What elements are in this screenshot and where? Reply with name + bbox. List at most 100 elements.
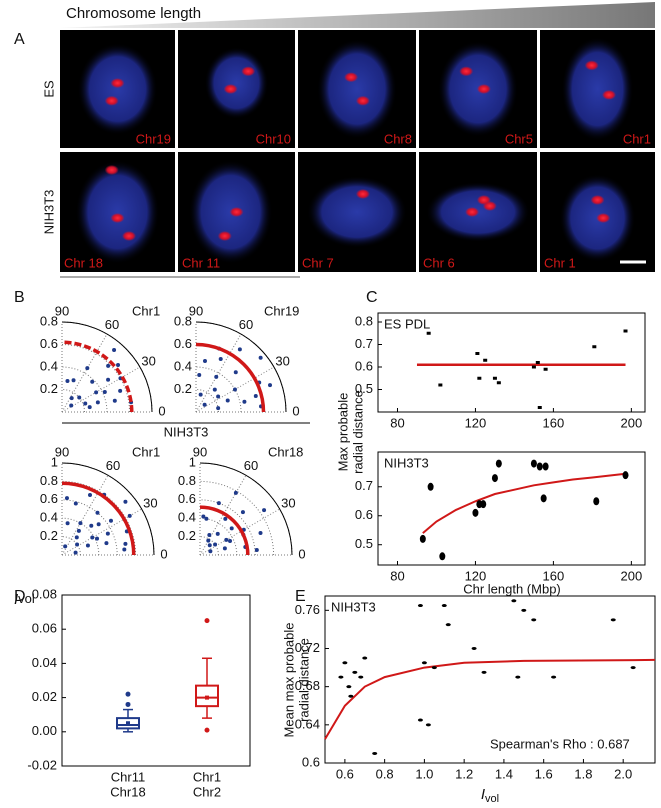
point: [77, 395, 82, 400]
plot-title: Chr1: [132, 303, 160, 318]
point: [213, 542, 218, 547]
r-tick-label: 0.4: [40, 358, 58, 373]
point: [471, 646, 477, 650]
y-tick-label: 0.04: [32, 655, 57, 670]
fit-line: [324, 658, 656, 740]
plot-title: Chr19: [264, 303, 299, 318]
fit-line: [422, 472, 626, 534]
grid-arc: [61, 499, 118, 556]
point: [536, 462, 543, 471]
point: [83, 401, 88, 406]
point: [214, 374, 219, 379]
y-axis-label: Mean max probable: [281, 623, 296, 738]
y-tick-label: 0.6: [355, 358, 373, 373]
outlier: [125, 691, 131, 697]
angle-tick-label: 0: [160, 546, 167, 561]
point: [472, 508, 479, 517]
x-tick-label: 160: [543, 415, 565, 430]
plot-title: Chr18: [268, 444, 303, 459]
r-tick-label: 0.4: [40, 510, 58, 525]
x-tick-label: 120: [465, 415, 487, 430]
point: [112, 398, 117, 403]
grid-arc: [61, 389, 85, 413]
y-tick-label: 0.6: [302, 754, 320, 769]
x-tick-label: 120: [465, 568, 487, 583]
point: [496, 381, 501, 385]
fish-spot: [590, 195, 605, 205]
point: [511, 599, 517, 603]
point: [372, 751, 378, 755]
y-axis-label: Max probable: [335, 393, 350, 472]
x-tick-label: Chr18: [110, 784, 145, 799]
fish-spot: [355, 95, 370, 106]
y-tick-label: 0.7: [355, 478, 373, 493]
point: [116, 362, 121, 367]
grid-arc: [195, 321, 287, 413]
annotation: NIH3T3: [384, 455, 429, 470]
panel-letter: A: [14, 31, 25, 48]
point: [543, 367, 548, 371]
nucleus: [317, 39, 397, 139]
x-axis-label: Ivol: [481, 786, 499, 805]
fish-spot: [110, 78, 125, 89]
point: [229, 526, 234, 531]
row-label: NIH3T3: [41, 190, 56, 235]
point: [71, 378, 76, 383]
chr-label: Chr8: [384, 131, 412, 146]
angle-tick-label: 30: [143, 495, 157, 510]
plot-frame: [377, 451, 646, 566]
point: [358, 675, 364, 679]
point: [426, 331, 431, 335]
point: [122, 547, 127, 552]
x-tick-label: 1.2: [455, 766, 473, 781]
point: [342, 661, 348, 665]
point: [623, 329, 628, 333]
x-tick-label: 80: [390, 568, 404, 583]
point: [104, 541, 109, 546]
point: [348, 694, 354, 698]
point: [95, 536, 100, 541]
angle-tick-label: 30: [281, 495, 295, 510]
point: [262, 508, 267, 513]
panel-letter: C: [366, 289, 378, 306]
chr-label: Chr19: [136, 131, 171, 146]
polar-frame: [195, 321, 287, 413]
point: [521, 608, 527, 612]
y-tick-label: 0.8: [355, 313, 373, 328]
point: [362, 656, 368, 660]
point: [592, 345, 597, 349]
point: [242, 399, 247, 404]
fish-spot: [465, 207, 480, 217]
angle-tick-label: 30: [141, 353, 155, 368]
y-tick-label: 0.64: [295, 716, 320, 731]
r-tick-label: 0.4: [178, 510, 196, 525]
r-tick-label: 0.2: [40, 528, 58, 543]
fish-spot: [355, 189, 370, 199]
point: [216, 406, 221, 411]
nucleus: [561, 37, 634, 141]
plot-frame: [377, 312, 646, 413]
r-tick-label: 0.8: [40, 313, 58, 328]
fit-arc: [199, 505, 250, 556]
grid-arc: [61, 480, 137, 556]
plot-frame: [61, 594, 251, 767]
y-tick-label: 0.6: [355, 507, 373, 522]
group-label: NIH3T3: [164, 424, 209, 439]
point: [118, 388, 123, 393]
fish-spot: [241, 66, 256, 77]
x-tick-label: Chr1: [193, 769, 221, 784]
point: [212, 387, 217, 392]
point: [64, 496, 69, 501]
y-tick-label: 0.76: [295, 602, 320, 617]
grid-ray: [61, 475, 109, 556]
point: [85, 366, 90, 371]
y-tick-label: 0.7: [355, 336, 373, 351]
point: [207, 532, 212, 537]
point: [531, 618, 537, 622]
x-tick-label: 1.4: [495, 766, 513, 781]
point: [258, 530, 263, 535]
point: [202, 359, 207, 364]
point: [425, 723, 431, 727]
point: [630, 666, 636, 670]
